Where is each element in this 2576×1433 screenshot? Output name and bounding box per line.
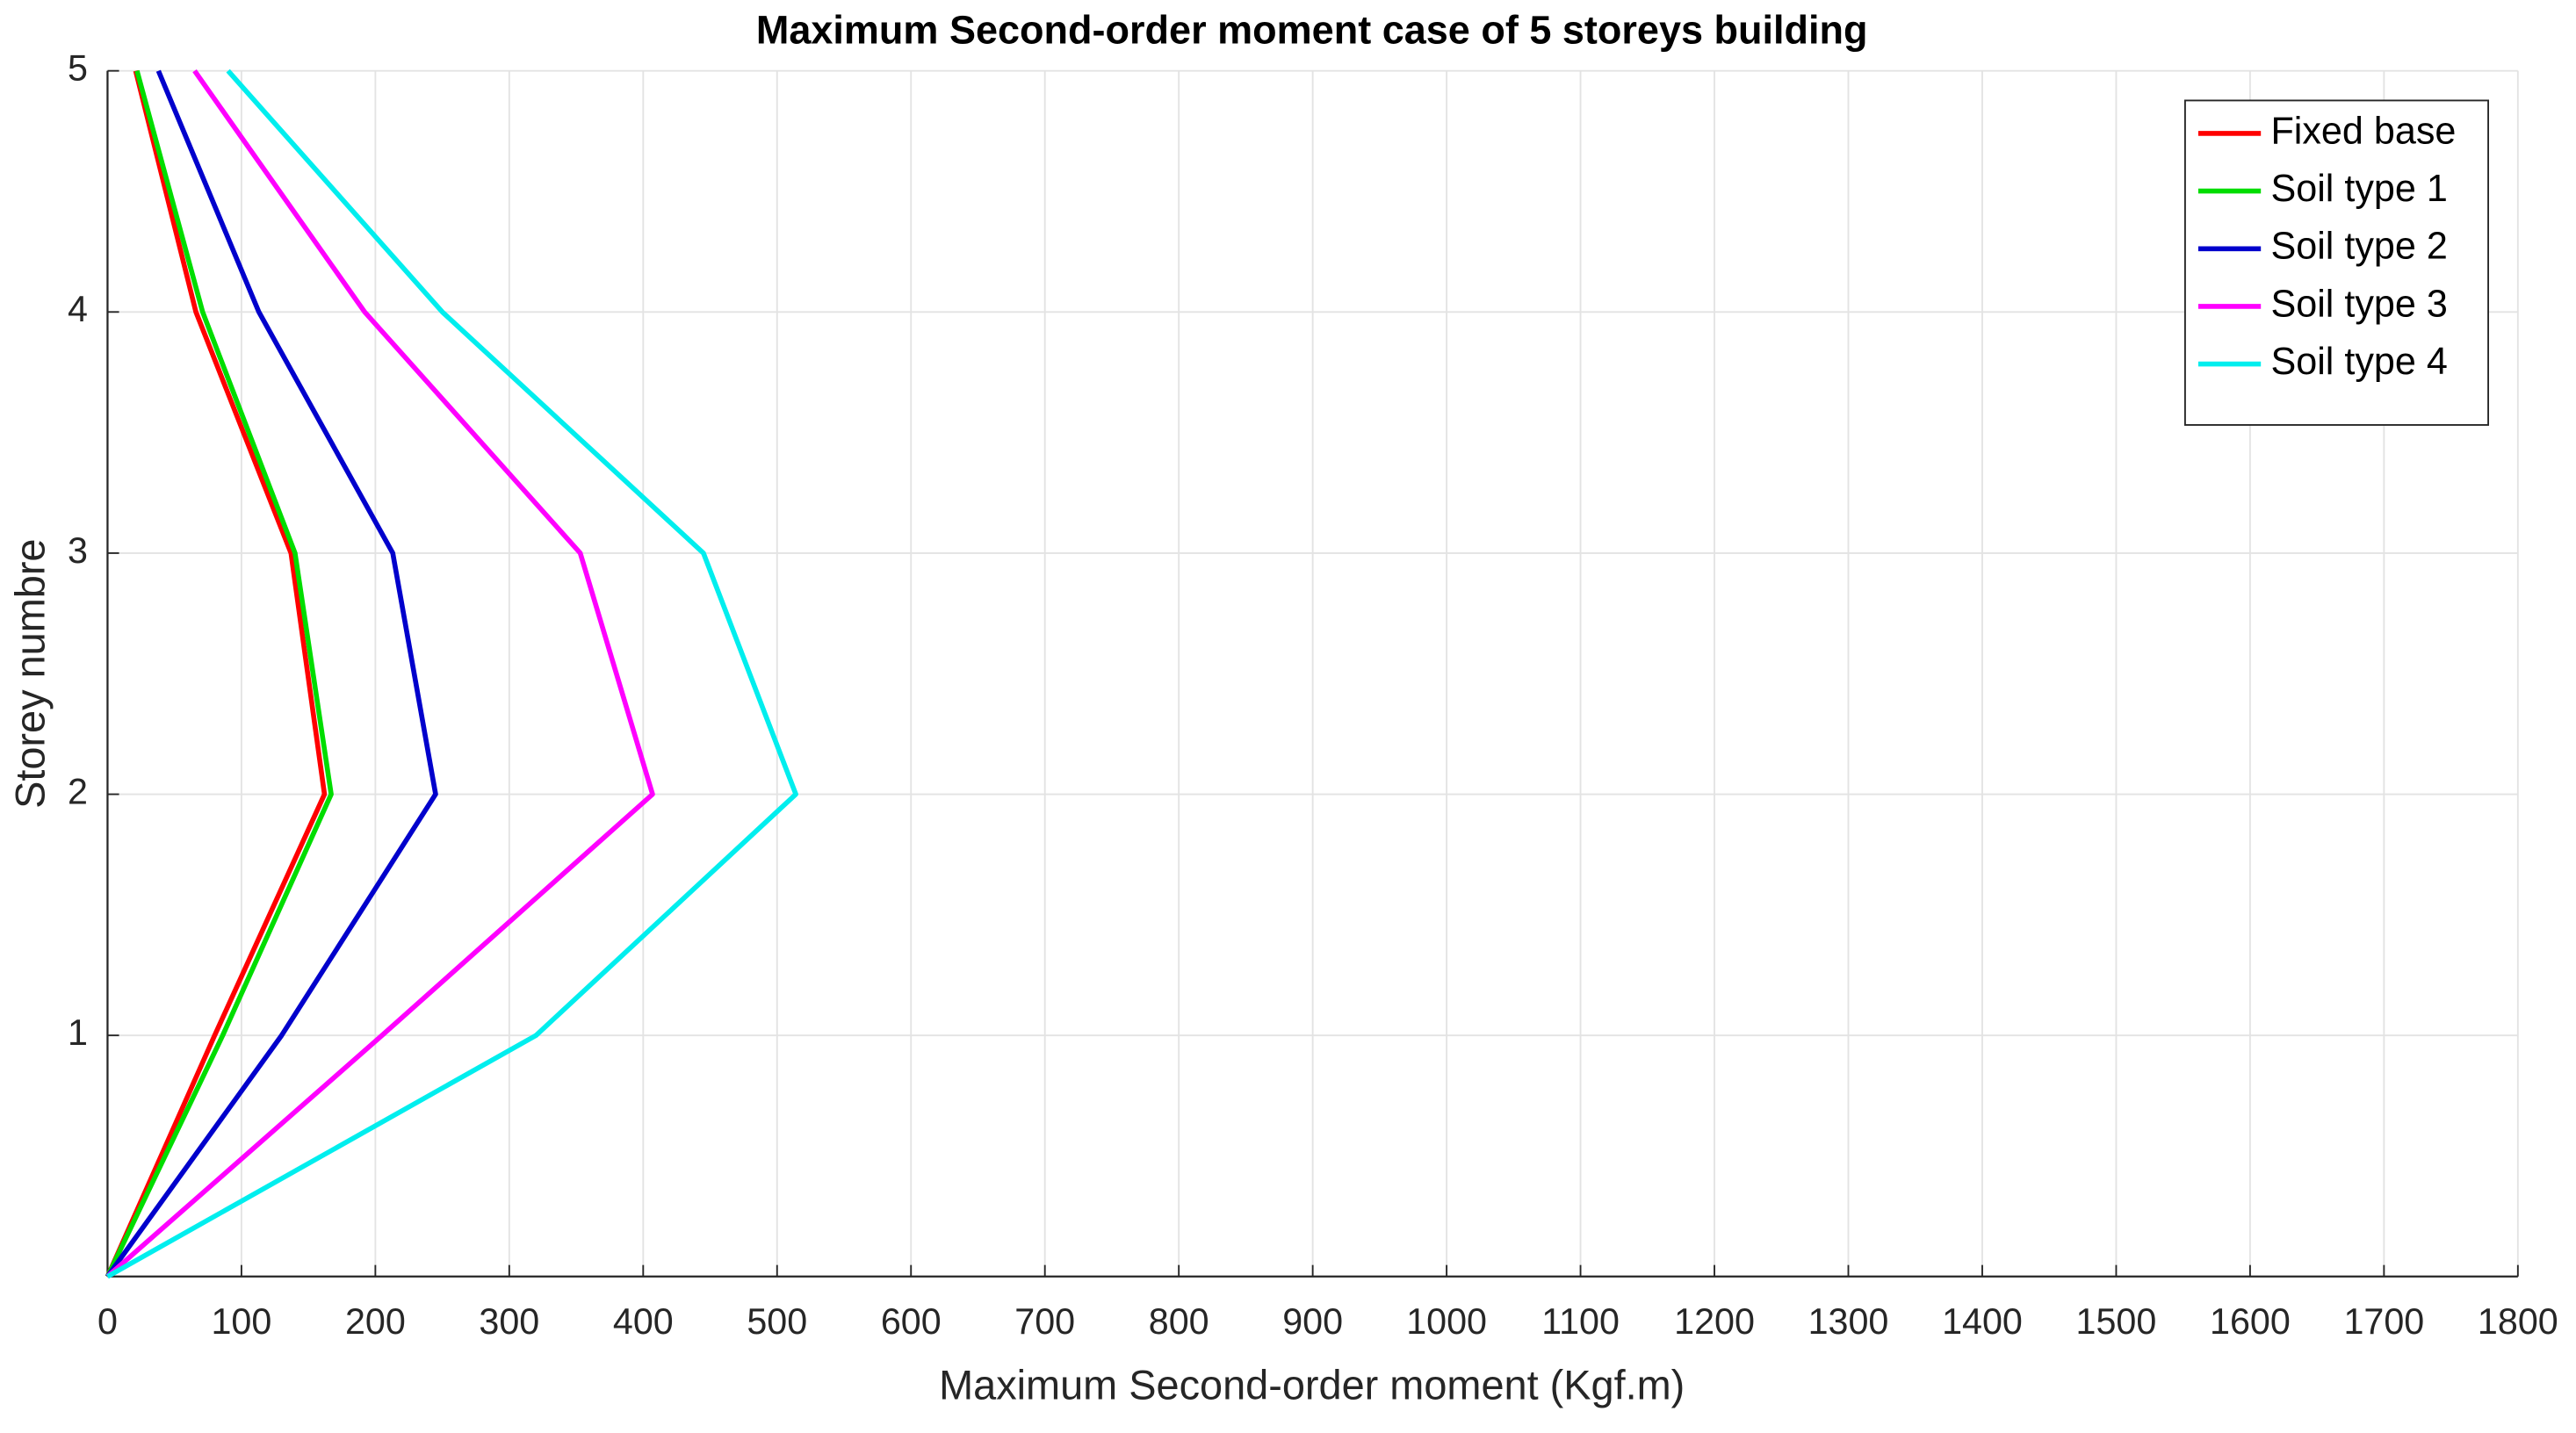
x-tick-label: 100	[211, 1301, 271, 1342]
x-tick-label: 500	[747, 1301, 807, 1342]
x-tick-label: 900	[1282, 1301, 1343, 1342]
x-tick-label: 1400	[1942, 1301, 2023, 1342]
legend: Fixed base Soil type 1 Soil type 2 Soil typ…	[2183, 99, 2490, 426]
x-tick-label: 1300	[1808, 1301, 1889, 1342]
legend-label: Fixed base	[2270, 110, 2456, 152]
x-tick-label: 700	[1014, 1301, 1075, 1342]
x-tick-label: 1000	[1406, 1301, 1487, 1342]
y-tick-label: 1	[68, 1012, 88, 1053]
x-tick-label: 1200	[1674, 1301, 1755, 1342]
y-tick-label: 3	[68, 530, 88, 571]
chart-title: Maximum Second-order moment case of 5 st…	[756, 7, 1868, 52]
x-axis-label: Maximum Second-order moment (Kgf.m)	[939, 1363, 1685, 1408]
legend-label: Soil type 1	[2270, 168, 2447, 210]
x-tick-label: 600	[881, 1301, 942, 1342]
series-line	[105, 69, 438, 1278]
x-tick-label: 1600	[2210, 1301, 2291, 1342]
legend-label: Soil type 2	[2270, 226, 2447, 268]
legend-label: Soil type 4	[2270, 341, 2447, 383]
y-tick-label: 2	[68, 771, 88, 811]
series-line	[105, 69, 328, 1278]
legend-box	[2183, 99, 2490, 426]
x-tick-label: 200	[345, 1301, 406, 1342]
x-tick-label: 800	[1149, 1301, 1209, 1342]
y-tick-label: 5	[68, 48, 88, 89]
series-line	[105, 69, 655, 1278]
y-axis-label: Storey numbre	[7, 539, 53, 809]
x-tick-label: 0	[97, 1301, 118, 1342]
series-line	[106, 68, 798, 1279]
x-tick-label: 1500	[2076, 1301, 2157, 1342]
x-tick-label: 1700	[2343, 1301, 2424, 1342]
series-line	[105, 69, 334, 1278]
y-tick-label: 4	[68, 289, 88, 329]
x-tick-label: 300	[479, 1301, 539, 1342]
x-tick-label: 1100	[1541, 1301, 1620, 1342]
x-tick-label: 1800	[2478, 1301, 2558, 1342]
x-tick-label: 400	[613, 1301, 674, 1342]
legend-label: Soil type 3	[2270, 283, 2447, 325]
